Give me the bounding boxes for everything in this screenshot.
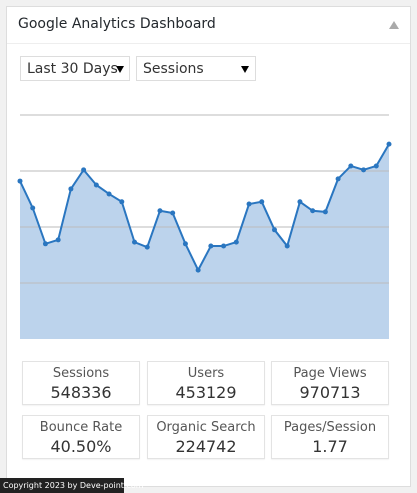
point [170, 210, 176, 216]
point [106, 191, 112, 197]
point [17, 178, 23, 184]
point [233, 239, 239, 245]
area-fill [20, 144, 389, 339]
copyright: Copyright 2023 by Deve-point.com [0, 478, 144, 493]
point [182, 241, 188, 247]
point [208, 243, 214, 249]
point [322, 209, 328, 215]
stat-value: 1.77 [312, 437, 348, 456]
period-value: Last 30 Days [27, 61, 118, 77]
point [221, 243, 227, 249]
point [42, 241, 48, 247]
stat-label: Pages/Session [283, 420, 377, 435]
stat-card: Pages/Session 1.77 [271, 415, 389, 459]
stat-value: 970713 [299, 383, 361, 402]
point [157, 208, 163, 214]
point [81, 167, 87, 173]
widget-title: Google Analytics Dashboard [18, 16, 216, 32]
stat-label: Organic Search [156, 420, 256, 435]
stat-value: 40.50% [50, 437, 112, 456]
point [310, 208, 316, 214]
point [348, 163, 354, 169]
stat-card: Bounce Rate 40.50% [22, 415, 140, 459]
dropdown-arrow [116, 66, 124, 73]
point [55, 237, 61, 243]
point [246, 201, 252, 207]
point [284, 243, 290, 249]
point [144, 244, 150, 250]
point [361, 167, 367, 173]
point [386, 141, 392, 147]
point [30, 205, 36, 211]
metric-value: Sessions [143, 61, 204, 77]
line [19, 143, 390, 273]
point [373, 163, 379, 169]
point [93, 182, 99, 188]
point [259, 199, 265, 205]
collapse-toggle[interactable] [389, 21, 399, 29]
point [68, 186, 74, 192]
stat-card: Sessions 548336 [22, 361, 140, 405]
point [335, 176, 341, 182]
metric-select[interactable]: Sessions [136, 56, 256, 81]
stat-value: 453129 [175, 383, 237, 402]
stat-label: Bounce Rate [39, 420, 123, 435]
point [195, 267, 201, 273]
point [271, 227, 277, 233]
point [297, 199, 303, 205]
stat-card: Organic Search 224742 [147, 415, 265, 459]
stat-card: Users 453129 [147, 361, 265, 405]
dropdown-arrow [241, 66, 249, 73]
stat-value: 548336 [50, 383, 112, 402]
point [132, 239, 138, 245]
stat-label: Users [187, 366, 225, 381]
stat-value: 224742 [175, 437, 237, 456]
stat-label: Page Views [293, 366, 367, 381]
widget-header: Google Analytics Dashboard [7, 7, 410, 44]
stat-card: Page Views 970713 [271, 361, 389, 405]
point [119, 199, 125, 205]
chart [17, 114, 392, 339]
stat-label: Sessions [52, 366, 110, 381]
period-select[interactable]: Last 30 Days [20, 56, 130, 81]
